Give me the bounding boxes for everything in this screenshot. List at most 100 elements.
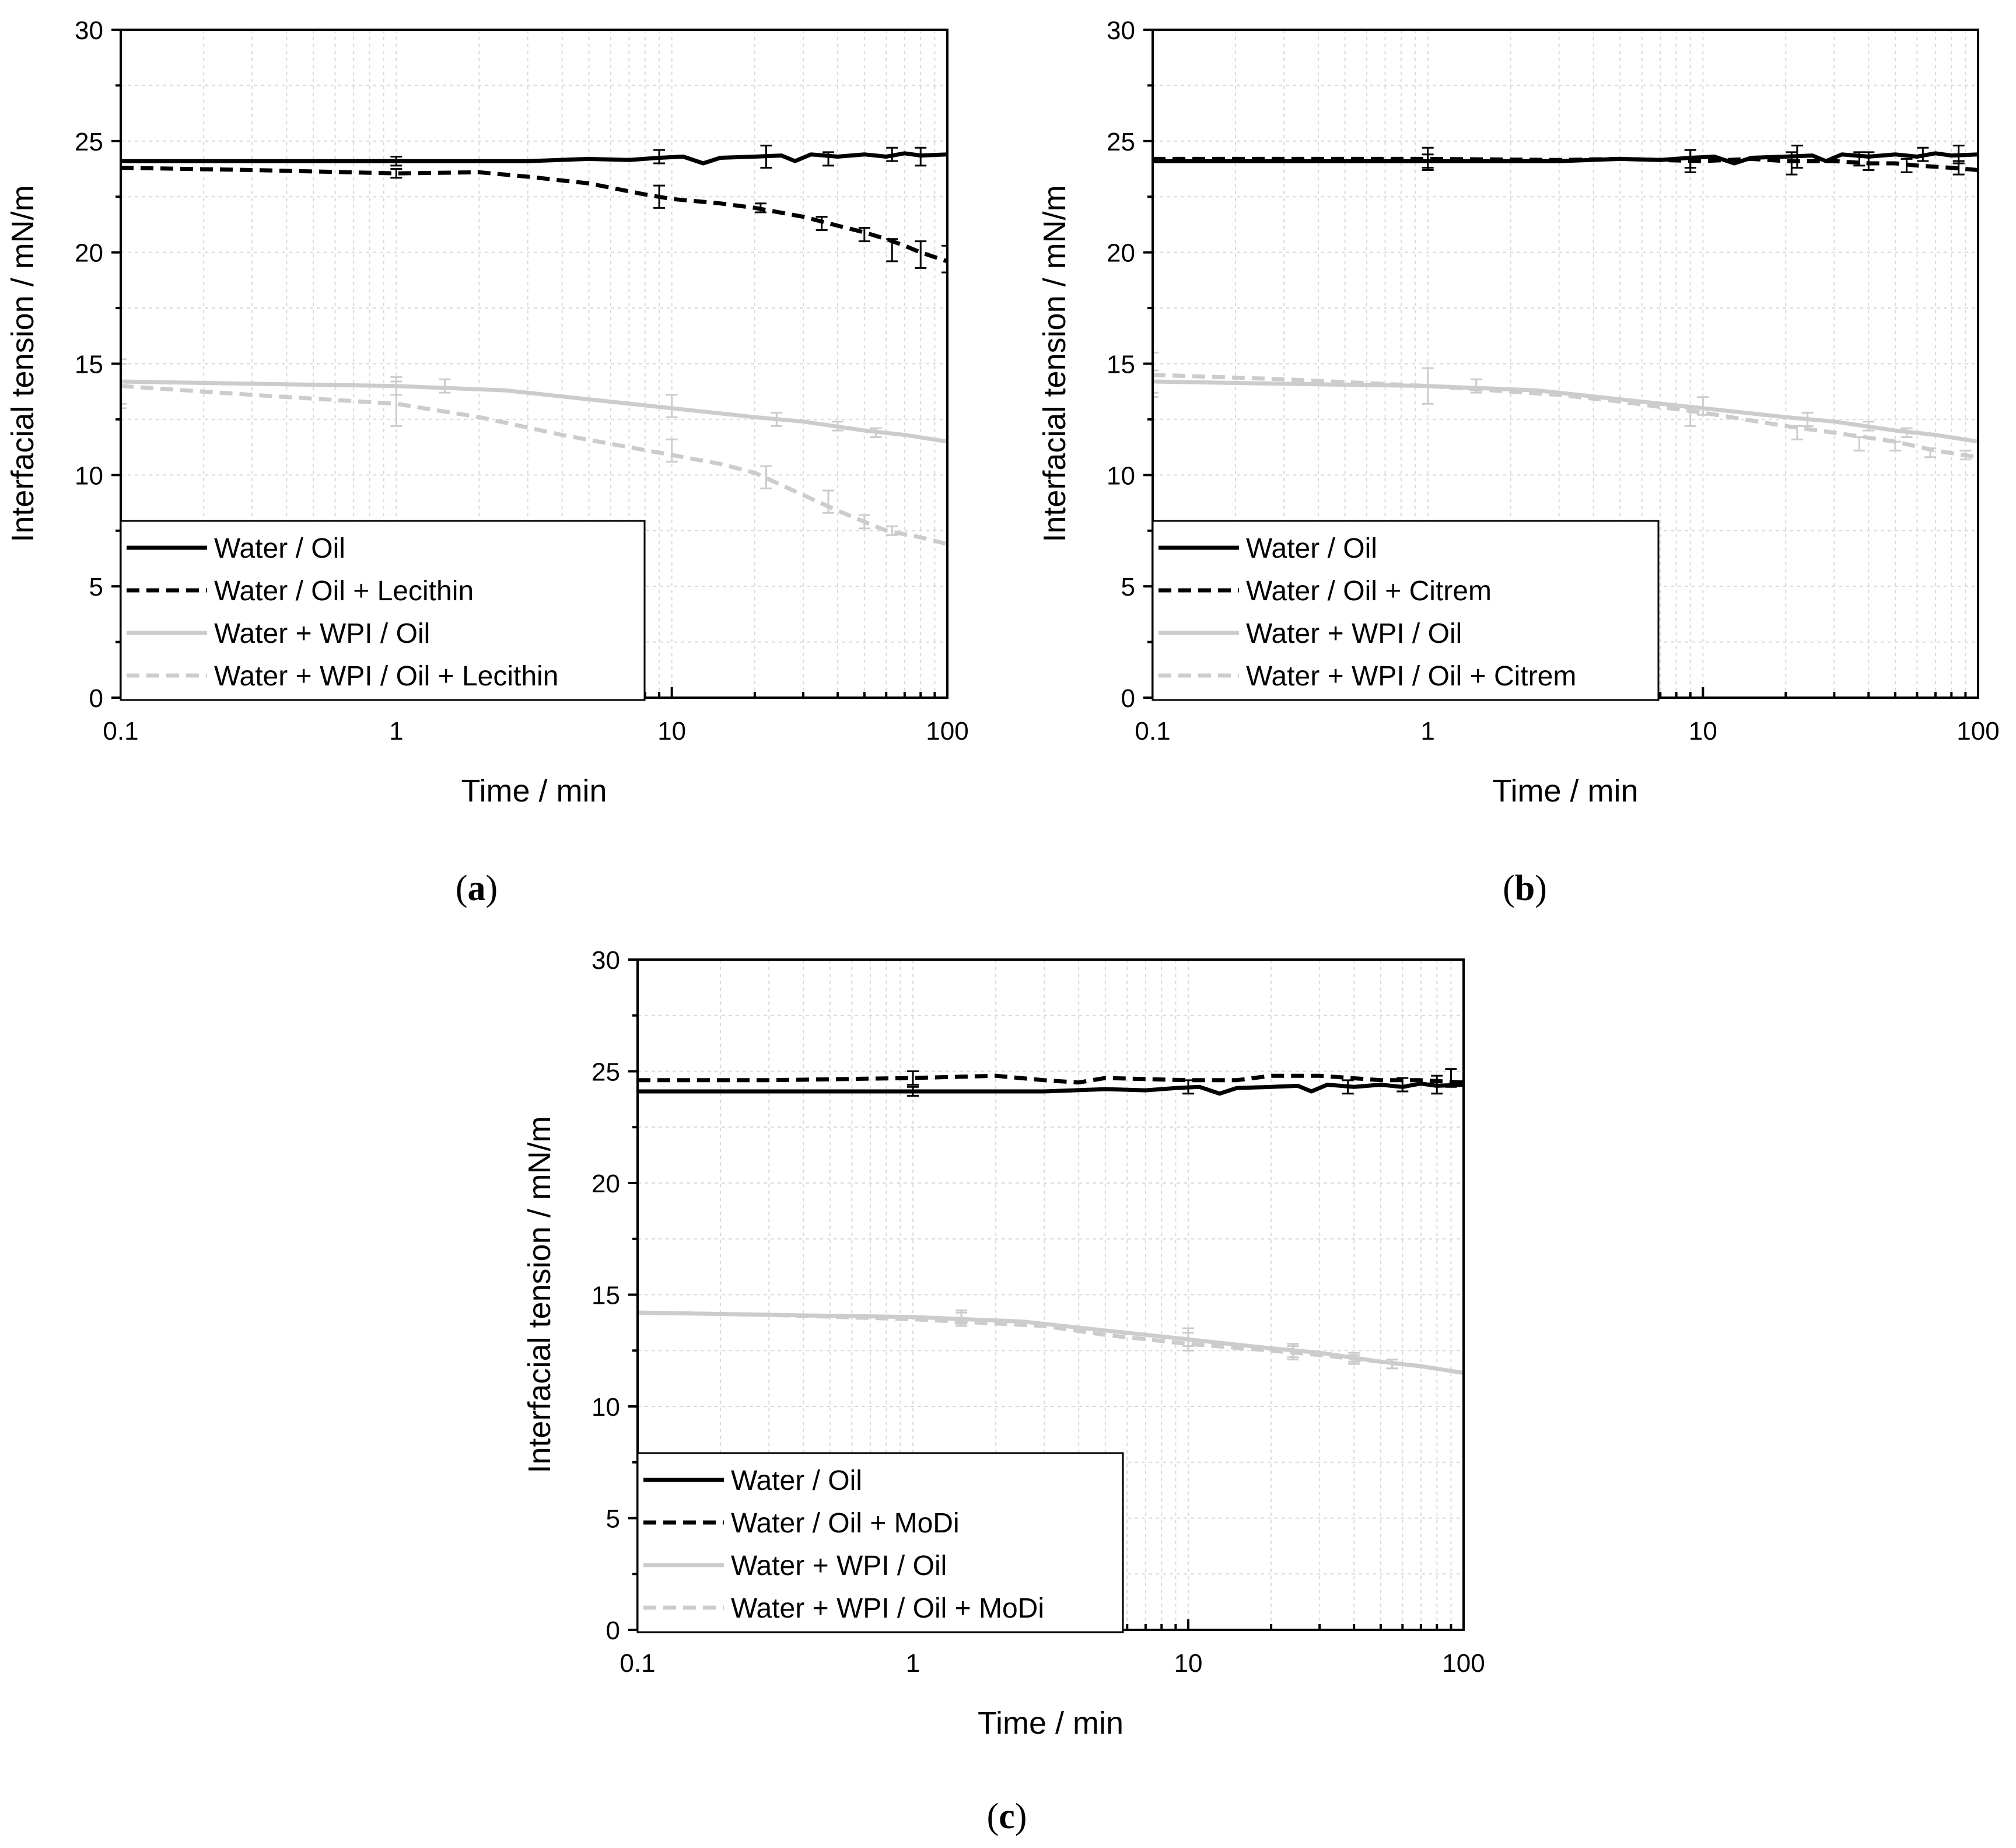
y-tick-label: 0	[606, 1616, 620, 1645]
y-tick-label: 15	[75, 351, 103, 379]
x-tick-label: 1	[906, 1649, 920, 1678]
series-2-error-bar	[1786, 151, 1798, 176]
legend-label-4: Water + WPI / Oil + Citrem	[1246, 661, 1576, 692]
series-3-error-bar	[771, 411, 783, 427]
panel-caption: (a)	[456, 869, 498, 908]
y-tick-label: 0	[1121, 684, 1135, 713]
series-1-line	[121, 151, 947, 166]
series-3-error-bar	[1901, 427, 1913, 438]
series-4-error-bar	[760, 465, 772, 489]
caption-letter: b	[1515, 869, 1535, 908]
series-1-error-bar	[1791, 144, 1803, 169]
legend-label-2: Water / Oil + MoDi	[731, 1508, 960, 1539]
series-3-error-bar	[666, 394, 678, 418]
x-axis-label: Time / min	[1492, 774, 1638, 808]
legend-label-2: Water / Oil + Lecithin	[214, 576, 474, 607]
caption-close-paren: )	[486, 869, 498, 908]
caption-open-paren: (	[456, 869, 468, 908]
legend-label-1: Water / Oil	[731, 1465, 862, 1496]
legend-box	[636, 1452, 1124, 1633]
caption-letter: c	[999, 1797, 1015, 1836]
y-axis-label: Interfacial tension / mN/m	[5, 185, 40, 542]
series-4-error-bar	[1791, 425, 1803, 440]
series-4-error-bar	[956, 1311, 968, 1327]
series-1-error-bar	[390, 156, 402, 167]
caption-open-paren: (	[987, 1797, 999, 1836]
series-1-error-bar	[907, 1086, 919, 1097]
series-1-error-bar	[822, 151, 835, 167]
x-tick-label: 1	[389, 717, 403, 746]
panel-caption: (b)	[1503, 869, 1547, 908]
series-4-error-bar	[822, 489, 835, 514]
y-axis-label: Interfacial tension / mN/m	[522, 1116, 557, 1473]
series-2-error-bar	[886, 238, 898, 262]
series-1-error-bar	[1917, 146, 1929, 162]
series-4-error-bar	[390, 380, 402, 427]
series-4-error-bar	[1924, 447, 1936, 459]
y-tick-label: 20	[75, 239, 103, 268]
y-tick-label: 20	[592, 1170, 620, 1198]
series-1-error-bar	[653, 149, 666, 164]
series-2-error-bar	[754, 202, 766, 214]
series-group	[121, 144, 947, 546]
x-tick-label: 100	[926, 717, 968, 746]
series-2-error-bar	[858, 227, 870, 243]
series-4-line	[638, 1310, 1464, 1376]
y-tick-label: 25	[75, 128, 103, 156]
series-1-error-bar	[1342, 1079, 1354, 1095]
chart-panel-c: 0.1 1 10 100 0 5 10 15 20 25 30 Time / min Interfaci…	[522, 946, 1485, 1836]
series-2-error-bar	[1901, 158, 1913, 173]
series-4-line	[121, 384, 947, 546]
legend-box	[1152, 520, 1660, 701]
series-4-error-bar	[1287, 1345, 1299, 1361]
legend-label-4: Water + WPI / Oil + Lecithin	[214, 661, 558, 692]
legend-label-1: Water / Oil	[1246, 533, 1377, 564]
series-4-error-bar	[886, 525, 898, 536]
series-3-error-bar	[870, 427, 882, 438]
y-tick-label: 30	[592, 946, 620, 975]
legend-label-4: Water + WPI / Oil + MoDi	[731, 1593, 1044, 1624]
series-4-line	[1153, 373, 1978, 460]
series-1-line	[638, 1082, 1464, 1096]
series-3-error-bar	[439, 378, 451, 394]
series-2-error-bar	[1445, 1068, 1457, 1088]
x-tick-label: 10	[1689, 717, 1717, 746]
y-tick-label: 25	[592, 1058, 620, 1087]
y-tick-label: 10	[592, 1393, 620, 1422]
series-2-error-bar	[942, 244, 947, 274]
series-3-error-bar	[1863, 421, 1875, 432]
y-tick-label: 5	[89, 573, 103, 601]
y-tick-label: 10	[1107, 461, 1135, 490]
y-tick-label: 10	[75, 461, 103, 490]
series-4-error-bar	[1684, 407, 1696, 427]
y-tick-label: 5	[606, 1505, 620, 1534]
legend-box	[120, 520, 646, 701]
series-1-error-bar	[1431, 1074, 1443, 1095]
y-tick-label: 20	[1107, 239, 1135, 268]
x-axis-label: Time / min	[978, 1706, 1124, 1741]
series-4-error-bar	[121, 363, 127, 410]
x-tick-label: 100	[1957, 717, 1999, 746]
y-tick-label: 25	[1107, 128, 1135, 156]
series-1-error-bar	[760, 144, 772, 169]
legend: Water / Oil Water / Oil + MoDi Water + WPI…	[636, 1452, 1124, 1633]
series-4-error-bar	[1889, 440, 1902, 452]
legend: Water / Oil Water / Oil + Citrem Water + W…	[1152, 520, 1660, 701]
series-2-line	[638, 1073, 1464, 1085]
chart-panel-b: 0.1 1 10 100 0 5 10 15 20 25 30 Time / min Interfaci…	[1037, 16, 2000, 908]
series-2-line	[1153, 156, 1978, 172]
legend: Water / Oil Water / Oil + Lecithin Water +…	[120, 520, 646, 701]
y-tick-label: 30	[75, 16, 103, 45]
x-tick-label: 0.1	[103, 717, 138, 746]
legend-label-1: Water / Oil	[214, 533, 345, 564]
series-3-error-bar	[832, 421, 844, 432]
series-group	[1153, 144, 1978, 461]
grid	[1153, 30, 1978, 698]
series-1-error-bar	[915, 146, 927, 167]
series-3-error-bar	[1153, 369, 1158, 394]
series-4-error-bar	[1386, 1359, 1398, 1370]
series-4-error-bar	[1182, 1332, 1194, 1352]
x-tick-label: 10	[657, 717, 686, 746]
x-tick-label: 0.1	[1135, 717, 1170, 746]
legend-label-3: Water + WPI / Oil	[1246, 618, 1462, 649]
